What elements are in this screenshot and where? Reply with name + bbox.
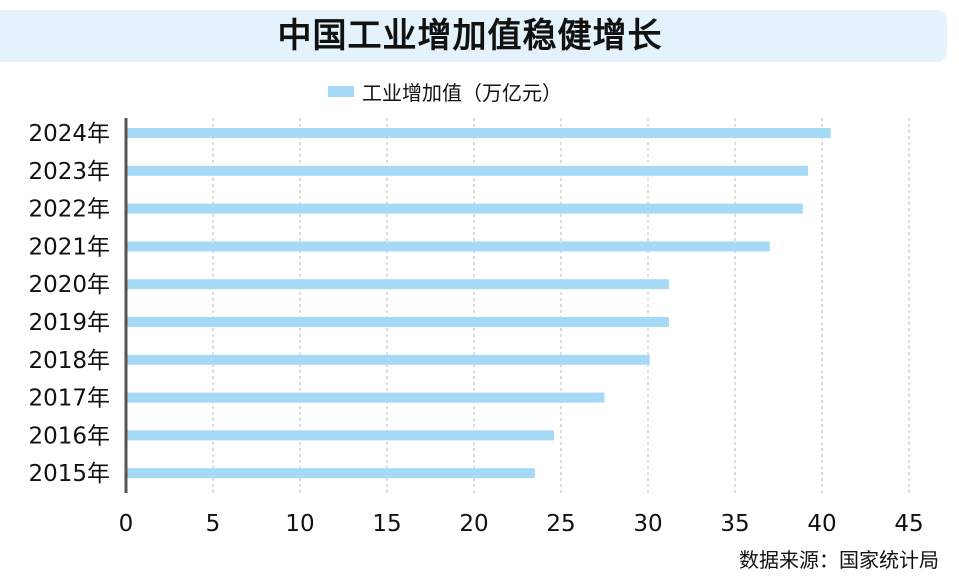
bar-2022年: [126, 203, 803, 214]
category-label: 2016年: [28, 423, 110, 449]
x-tick-label: 35: [720, 511, 749, 537]
bar-2024年: [126, 128, 831, 138]
category-label: 2022年: [28, 197, 110, 223]
x-tick-label: 25: [546, 511, 575, 537]
x-tick-label: 40: [807, 511, 836, 537]
category-label: 2017年: [28, 386, 110, 412]
source-note: 数据来源：国家统计局: [739, 548, 939, 572]
legend-label: 工业增加值（万亿元）: [362, 81, 562, 105]
x-tick-label: 0: [119, 511, 134, 537]
bar-2023年: [126, 165, 809, 176]
category-label: 2024年: [28, 121, 110, 147]
x-tick-label: 10: [285, 511, 314, 537]
x-tick-label: 45: [894, 511, 923, 537]
x-tick-label: 5: [206, 511, 221, 537]
category-label: 2019年: [28, 310, 110, 336]
bar-2016年: [126, 430, 555, 441]
category-label: 2021年: [28, 234, 110, 260]
category-label: 2018年: [28, 348, 110, 374]
bar-2017年: [126, 392, 605, 403]
x-tick-label: 15: [372, 511, 401, 537]
bar-2019年: [126, 317, 669, 327]
x-tick-label: 30: [633, 511, 662, 537]
chart-title: 中国工业增加值稳健增长: [277, 16, 663, 56]
bar-2021年: [126, 241, 770, 252]
category-label: 2023年: [28, 159, 110, 185]
title-banner: 中国工业增加值稳健增长: [0, 10, 947, 62]
category-label: 2020年: [28, 272, 110, 298]
bar-2020年: [126, 279, 669, 290]
bar-2015年: [126, 468, 535, 479]
bar-2018年: [126, 354, 650, 365]
x-tick-label: 20: [459, 511, 488, 537]
legend-swatch: [328, 86, 354, 97]
category-label: 2015年: [28, 461, 110, 487]
